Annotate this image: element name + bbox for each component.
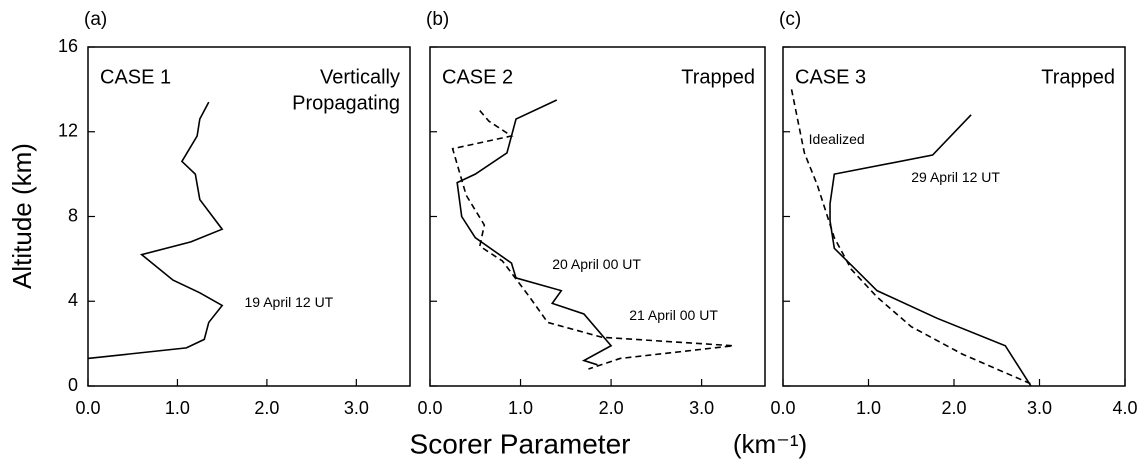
- series-label: 19 April 12 UT: [245, 294, 334, 310]
- data-line: [790, 89, 1032, 385]
- case-label: CASE 2: [442, 66, 513, 88]
- panel-label: (a): [84, 9, 107, 30]
- plot-frame: [782, 46, 1126, 387]
- plot-frame: [429, 46, 766, 387]
- x-tick-label: 0.0: [75, 398, 100, 418]
- x-tick-label: 0.0: [770, 398, 795, 418]
- x-tick-label: 3.0: [1027, 398, 1052, 418]
- x-tick-label: 1.0: [165, 398, 190, 418]
- regime-label: Vertically: [320, 66, 400, 88]
- x-tick-label: 2.0: [599, 398, 624, 418]
- x-tick-label: 0.0: [417, 398, 442, 418]
- data-line: [829, 114, 1032, 387]
- regime-label: Trapped: [681, 66, 755, 88]
- data-line: [87, 101, 224, 360]
- x-tick-label: 3.0: [344, 398, 369, 418]
- series-label: 29 April 12 UT: [911, 169, 1000, 185]
- regime-label: Trapped: [1041, 66, 1115, 88]
- x-axis-unit: (km⁻¹): [733, 429, 807, 459]
- x-tick-label: 1.0: [856, 398, 881, 418]
- x-tick-label: 1.0: [508, 398, 533, 418]
- y-axis-label: Altitude (km): [7, 143, 37, 289]
- data-line: [456, 99, 613, 366]
- y-tick-label: 0: [68, 375, 78, 395]
- x-tick-label: 2.0: [941, 398, 966, 418]
- y-tick-label: 8: [68, 205, 78, 225]
- x-tick-label: 2.0: [254, 398, 279, 418]
- series-label: Idealized: [809, 131, 865, 147]
- y-tick-label: 4: [68, 290, 78, 310]
- x-tick-label: 4.0: [1112, 398, 1137, 418]
- x-tick-label: 3.0: [689, 398, 714, 418]
- y-tick-label: 12: [58, 121, 78, 141]
- series-label: 20 April 00 UT: [552, 256, 641, 272]
- x-axis-label: Scorer Parameter: [410, 428, 631, 459]
- data-line: [451, 110, 734, 370]
- panel-label: (c): [779, 9, 801, 30]
- case-label: CASE 1: [100, 66, 171, 88]
- regime-label: Propagating: [292, 92, 400, 114]
- case-label: CASE 3: [795, 66, 866, 88]
- y-tick-label: 16: [58, 36, 78, 56]
- series-label: 21 April 00 UT: [629, 307, 718, 323]
- panel-label: (b): [426, 9, 449, 30]
